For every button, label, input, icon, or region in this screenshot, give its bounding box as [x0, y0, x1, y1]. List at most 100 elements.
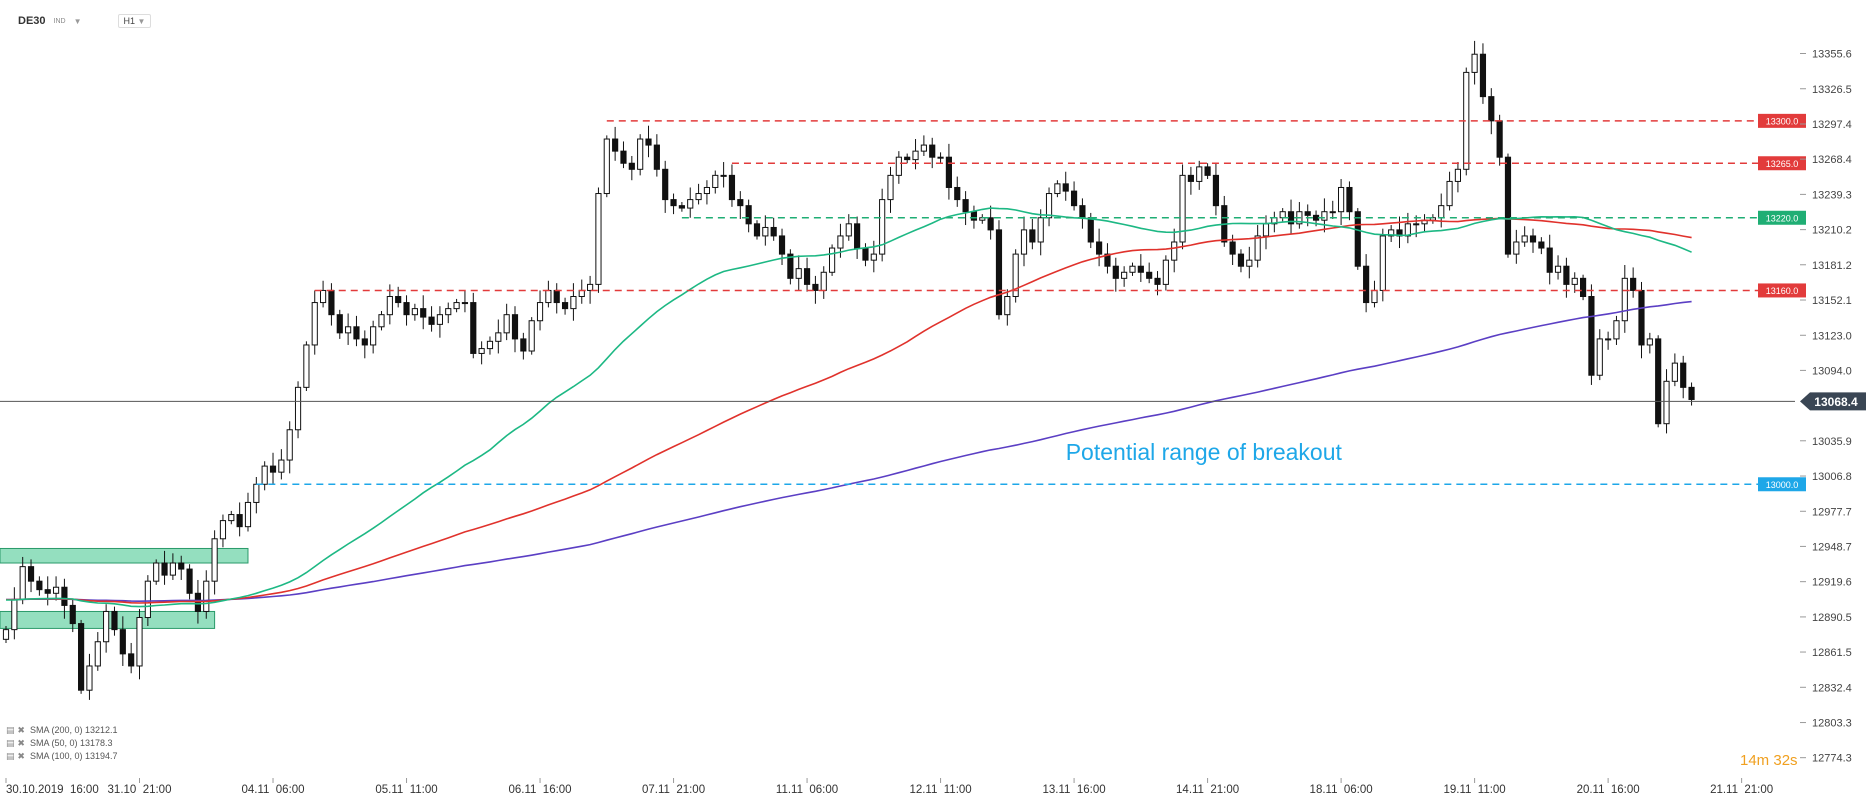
candle-137 — [1146, 262, 1153, 284]
candle-body — [870, 253, 877, 261]
candle-body — [1504, 156, 1512, 255]
candle-body — [470, 302, 477, 354]
candle-body — [670, 199, 677, 207]
candle-body — [1621, 277, 1628, 322]
candle-body — [119, 629, 126, 655]
candle-body — [52, 586, 60, 594]
candle-body — [770, 226, 777, 237]
candle-body — [653, 144, 660, 170]
candle-body — [1488, 96, 1495, 122]
candle-54 — [453, 298, 460, 313]
candle-body — [1079, 205, 1086, 219]
candle-body — [161, 562, 168, 576]
candle-body — [795, 268, 802, 279]
candle-139 — [1162, 255, 1169, 291]
timeframe-select[interactable]: H1 ▼ — [117, 14, 152, 28]
candle-body — [553, 289, 560, 304]
candle-57 — [478, 341, 485, 365]
candle-4 — [36, 576, 43, 596]
candle-69 — [578, 279, 585, 304]
candle-body — [995, 229, 1003, 316]
candle-58 — [486, 336, 494, 355]
candle-28 — [236, 502, 243, 537]
candle-160 — [1338, 179, 1345, 226]
candle-body — [1496, 120, 1503, 158]
candle-21 — [178, 555, 185, 580]
candle-body — [929, 144, 936, 158]
candle-body — [1479, 53, 1487, 98]
candle-194 — [1621, 265, 1628, 333]
symbol-label[interactable]: DE30 — [18, 15, 46, 27]
y-tick-label: 12861.5 — [1812, 647, 1852, 659]
candle-103 — [862, 243, 869, 267]
candle-33 — [278, 449, 285, 480]
candle-143 — [1196, 160, 1203, 190]
candle-body — [1204, 166, 1211, 176]
candle-74 — [620, 141, 627, 169]
sma-legend: ▤ ✖ SMA (200, 0) 13212.1 ▤ ✖ SMA (50, 0) 13… — [6, 725, 118, 762]
candle-35 — [294, 381, 302, 439]
market-label: IND — [53, 17, 66, 25]
candle-body — [27, 566, 35, 582]
y-tick-label: 13326.5 — [1812, 84, 1852, 96]
candle-71 — [595, 187, 602, 293]
y-tick-label: 13006.8 — [1812, 471, 1852, 483]
horizontal-levels: 13300.0 13265.0 13220.0 13160.0 13000.0 — [256, 113, 1806, 492]
x-tick-label: 13.11 16:00 — [1043, 784, 1106, 796]
candle-92 — [770, 217, 777, 241]
candle-154 — [1287, 199, 1295, 234]
y-tick-label: 12977.7 — [1812, 506, 1852, 518]
candle-176 — [1471, 40, 1478, 85]
candle-73 — [612, 126, 619, 161]
candle-body — [737, 199, 744, 207]
level-label-0: 13300.0 — [1766, 116, 1799, 126]
candle-body — [1237, 253, 1245, 267]
candle-190 — [1588, 284, 1595, 385]
chevron-down-icon[interactable]: ▼ — [73, 16, 82, 26]
candle-198 — [1655, 335, 1662, 428]
candle-body — [695, 193, 702, 201]
candle-179 — [1496, 114, 1503, 166]
candle-body — [1596, 338, 1603, 376]
candle-body — [1137, 265, 1144, 273]
candle-body — [461, 302, 469, 305]
candle-body — [778, 235, 786, 255]
candle-body — [904, 156, 911, 161]
candle-body — [987, 217, 994, 231]
candle-body — [1262, 223, 1270, 237]
candle-body — [803, 268, 811, 285]
candle-body — [603, 138, 610, 195]
candle-body — [1646, 338, 1653, 346]
candle-body — [286, 429, 293, 461]
candle-65 — [545, 280, 552, 308]
candle-body — [1655, 338, 1662, 425]
candle-3 — [27, 559, 35, 593]
candle-body — [762, 226, 769, 237]
y-tick-label: 13181.2 — [1812, 260, 1852, 272]
last-price-line: 13068.4 — [0, 392, 1866, 411]
candle-1 — [11, 587, 18, 640]
candle-117 — [979, 214, 986, 224]
y-tick-label: 12919.6 — [1812, 577, 1852, 589]
candle-body — [1096, 241, 1103, 255]
candle-134 — [1121, 266, 1128, 287]
candle-body — [328, 289, 335, 316]
sma-50-line — [6, 207, 1692, 608]
candle-185 — [1546, 234, 1553, 285]
candle-82 — [687, 187, 694, 218]
candle-body — [1671, 362, 1678, 382]
x-tick-label: 19.11 11:00 — [1443, 784, 1505, 796]
candle-body — [1588, 296, 1595, 376]
candle-67 — [561, 297, 569, 315]
candle-181 — [1513, 229, 1520, 264]
candle-193 — [1613, 315, 1620, 345]
candle-45 — [378, 311, 385, 331]
candle-body — [1379, 235, 1386, 291]
candle-body — [278, 459, 285, 473]
candle-91 — [762, 215, 769, 246]
y-tick-label: 13152.1 — [1812, 295, 1852, 307]
candle-110 — [920, 135, 927, 156]
y-tick-label: 13239.3 — [1812, 189, 1852, 201]
candle-8 — [69, 599, 76, 633]
